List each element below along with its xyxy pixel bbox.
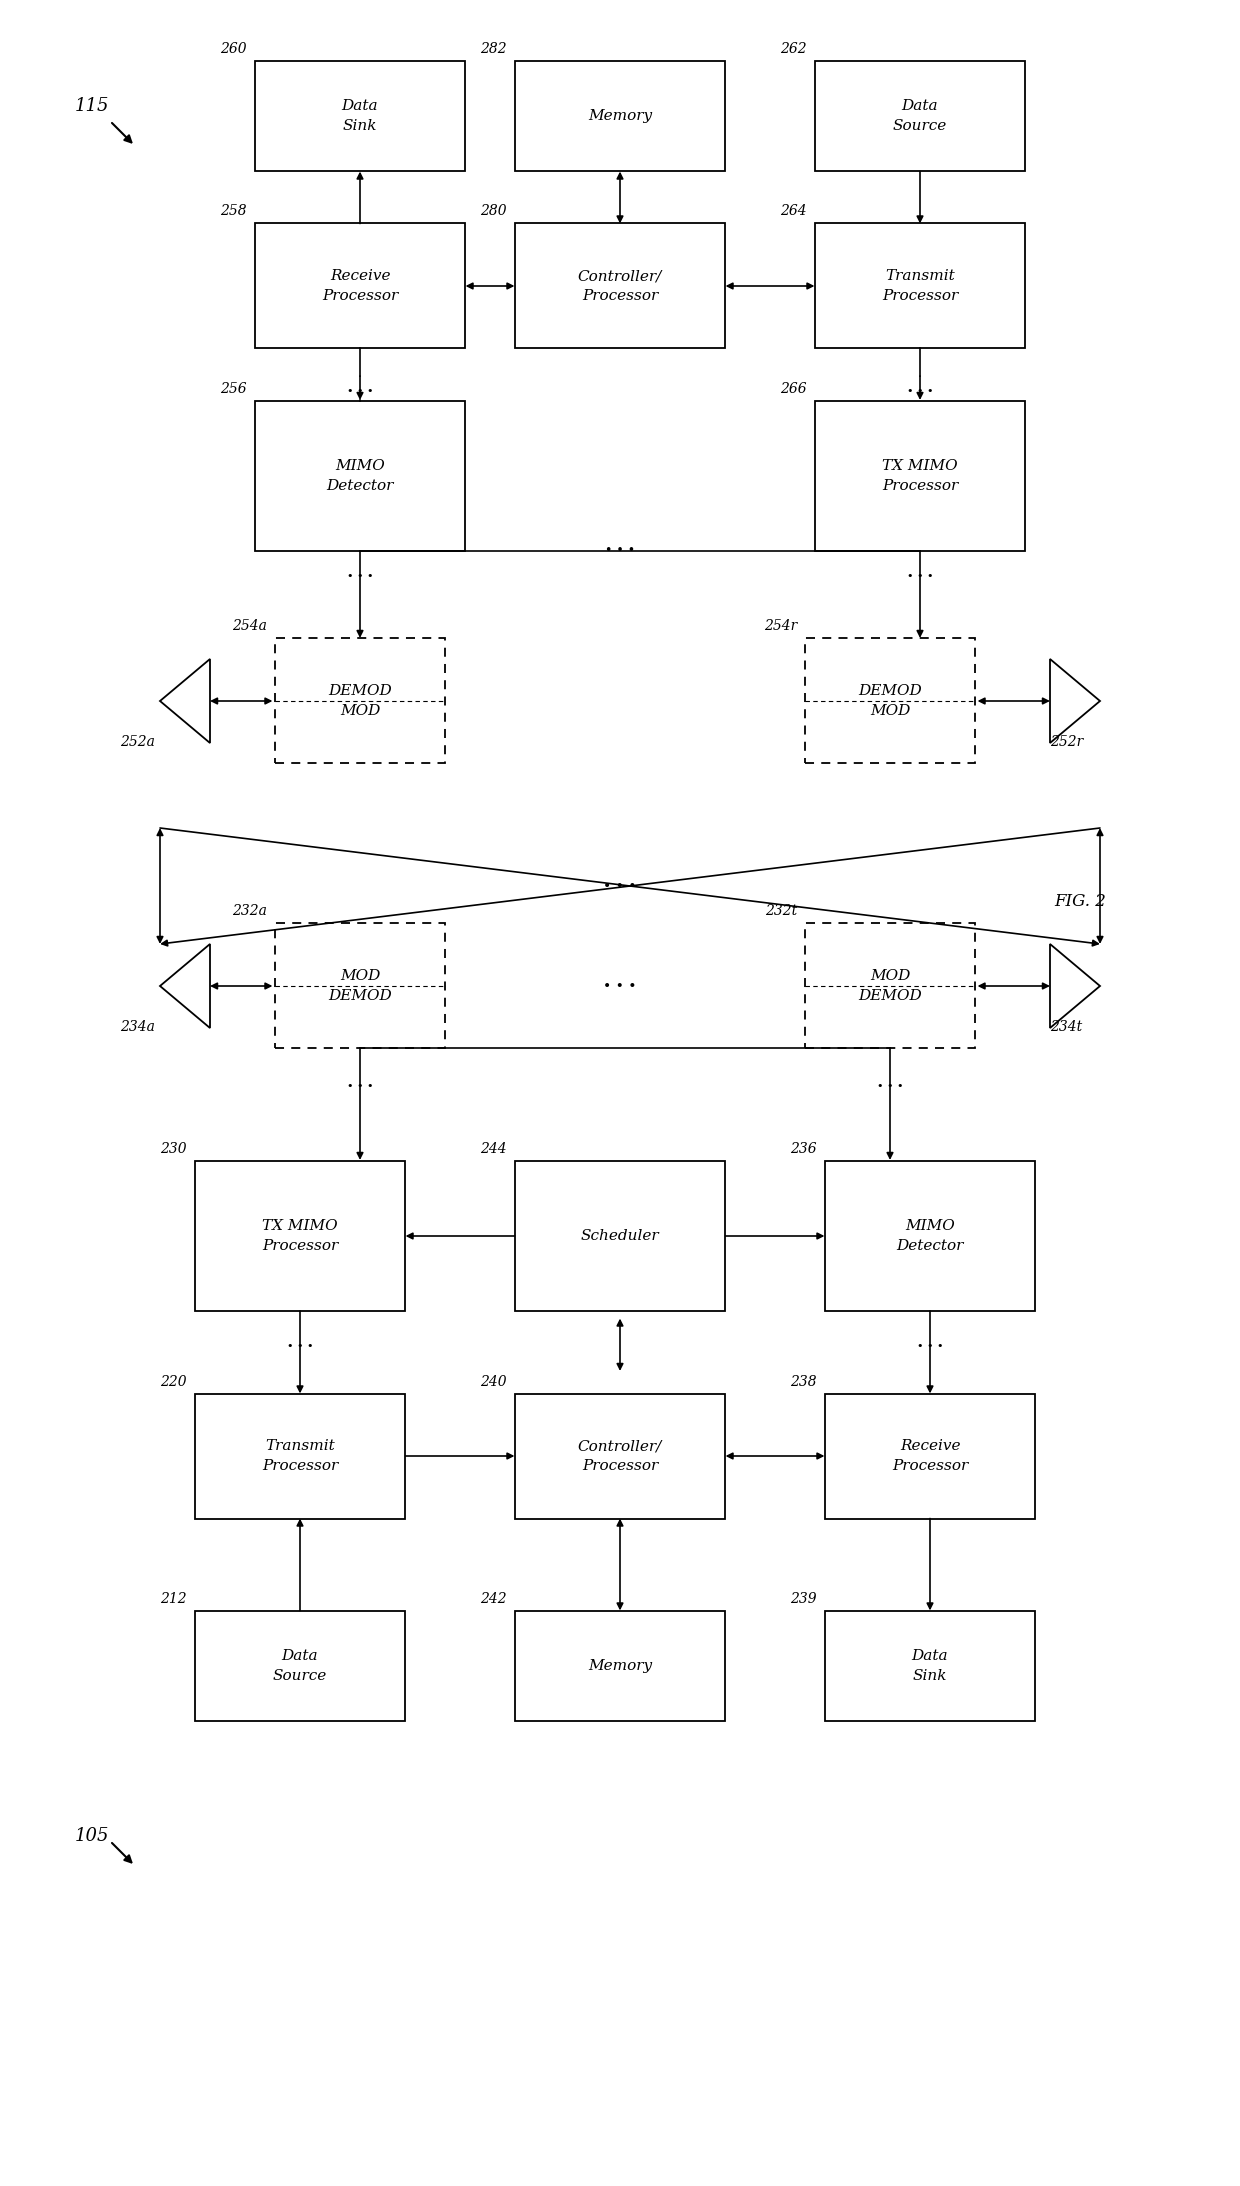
Text: 258: 258 xyxy=(221,205,247,219)
Text: • • •: • • • xyxy=(603,879,637,894)
Bar xyxy=(515,61,725,171)
Text: 254a: 254a xyxy=(232,619,267,634)
Text: Data
Sink: Data Sink xyxy=(342,98,378,133)
Text: MOD
DEMOD: MOD DEMOD xyxy=(858,968,921,1003)
Text: 266: 266 xyxy=(780,383,807,396)
Text: Memory: Memory xyxy=(588,1659,652,1672)
Text: 282: 282 xyxy=(480,42,507,57)
Text: Data
Sink: Data Sink xyxy=(911,1648,949,1683)
Text: 244: 244 xyxy=(480,1141,507,1156)
Bar xyxy=(255,223,465,348)
Bar xyxy=(825,1161,1035,1312)
Text: 256: 256 xyxy=(221,383,247,396)
Text: DEMOD
MOD: DEMOD MOD xyxy=(858,684,921,717)
Text: MOD
DEMOD: MOD DEMOD xyxy=(329,968,392,1003)
Text: • • •: • • • xyxy=(347,571,373,581)
Bar xyxy=(275,922,445,1049)
Text: FIG. 2: FIG. 2 xyxy=(1054,894,1106,909)
Text: MIMO
Detector: MIMO Detector xyxy=(326,459,393,492)
Text: 242: 242 xyxy=(480,1591,507,1607)
Text: 232t: 232t xyxy=(765,905,797,918)
Text: 262: 262 xyxy=(780,42,807,57)
Bar xyxy=(815,223,1025,348)
Bar xyxy=(515,1611,725,1720)
Text: 280: 280 xyxy=(480,205,507,219)
Bar xyxy=(195,1161,405,1312)
Text: MIMO
Detector: MIMO Detector xyxy=(897,1220,963,1253)
Text: 264: 264 xyxy=(780,205,807,219)
Text: 252r: 252r xyxy=(1050,734,1084,750)
Bar xyxy=(515,223,725,348)
Bar xyxy=(515,1161,725,1312)
Text: Data
Source: Data Source xyxy=(273,1648,327,1683)
Text: • • •: • • • xyxy=(906,387,934,396)
Text: Transmit
Processor: Transmit Processor xyxy=(882,269,959,302)
Text: 230: 230 xyxy=(160,1141,187,1156)
Text: Scheduler: Scheduler xyxy=(580,1229,660,1244)
Bar xyxy=(805,638,975,763)
Bar xyxy=(255,400,465,551)
Text: • • •: • • • xyxy=(877,1082,903,1091)
Text: DEMOD
MOD: DEMOD MOD xyxy=(329,684,392,717)
Text: TX MIMO
Processor: TX MIMO Processor xyxy=(262,1220,339,1253)
Bar xyxy=(515,1392,725,1519)
Bar xyxy=(255,61,465,171)
Text: • • •: • • • xyxy=(286,1340,314,1351)
Text: • • •: • • • xyxy=(347,387,373,396)
Text: • • •: • • • xyxy=(603,979,637,992)
Text: 260: 260 xyxy=(221,42,247,57)
Text: 240: 240 xyxy=(480,1375,507,1388)
Text: 236: 236 xyxy=(790,1141,817,1156)
Bar xyxy=(805,922,975,1049)
Bar xyxy=(195,1611,405,1720)
Text: Memory: Memory xyxy=(588,109,652,122)
Text: 115: 115 xyxy=(74,96,109,116)
Text: Receive
Processor: Receive Processor xyxy=(322,269,398,302)
Bar xyxy=(195,1392,405,1519)
Text: 238: 238 xyxy=(790,1375,817,1388)
Text: • • •: • • • xyxy=(916,1340,944,1351)
Text: Receive
Processor: Receive Processor xyxy=(892,1438,968,1473)
Bar xyxy=(275,638,445,763)
Text: 252a: 252a xyxy=(120,734,155,750)
Text: • • •: • • • xyxy=(347,1082,373,1091)
Text: • • •: • • • xyxy=(605,544,635,557)
Text: 234t: 234t xyxy=(1050,1021,1083,1034)
Bar xyxy=(825,1392,1035,1519)
Text: TX MIMO
Processor: TX MIMO Processor xyxy=(882,459,959,492)
Bar xyxy=(825,1611,1035,1720)
Text: 105: 105 xyxy=(74,1827,109,1845)
Text: 212: 212 xyxy=(160,1591,187,1607)
Text: 239: 239 xyxy=(790,1591,817,1607)
Text: Controller/
Processor: Controller/ Processor xyxy=(578,1438,662,1473)
Bar xyxy=(815,61,1025,171)
Bar xyxy=(815,400,1025,551)
Text: Controller/
Processor: Controller/ Processor xyxy=(578,269,662,302)
Text: • • •: • • • xyxy=(906,571,934,581)
Text: 234a: 234a xyxy=(120,1021,155,1034)
Text: 232a: 232a xyxy=(232,905,267,918)
Text: 220: 220 xyxy=(160,1375,187,1388)
Text: 254r: 254r xyxy=(764,619,797,634)
Text: Data
Source: Data Source xyxy=(893,98,947,133)
Text: Transmit
Processor: Transmit Processor xyxy=(262,1438,339,1473)
